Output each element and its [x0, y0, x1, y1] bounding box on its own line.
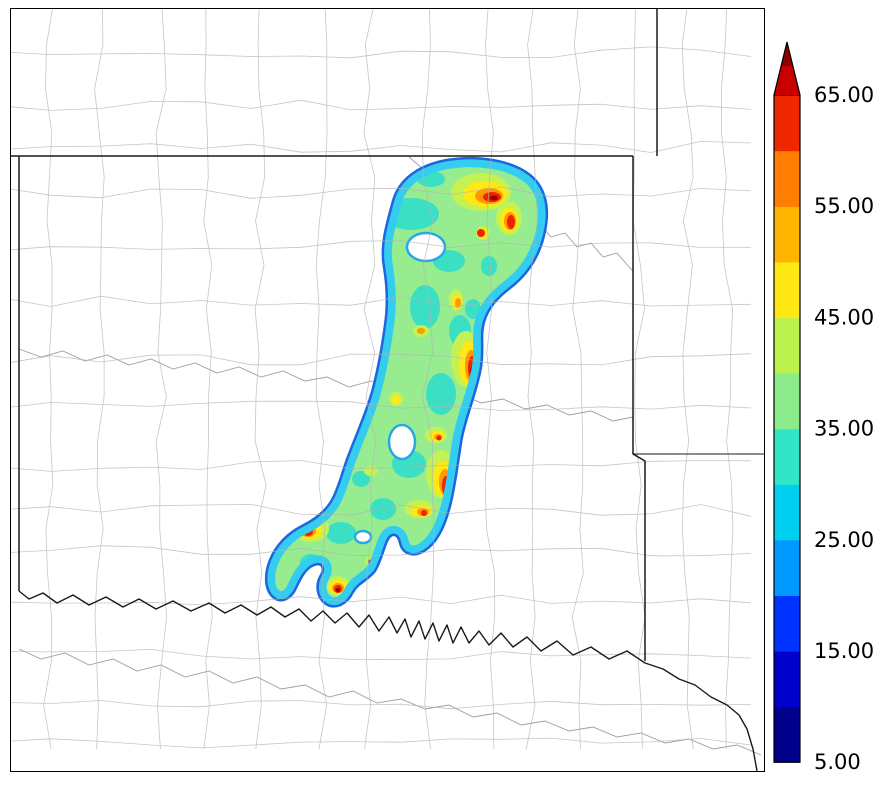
map-panel	[10, 8, 765, 772]
swath-blob-teal	[370, 498, 396, 520]
swath-hole	[353, 529, 373, 545]
colorbar: 65.00 55.00 45.00 35.00 25.00 15.00 5.00	[772, 36, 892, 784]
swath-blob-red	[436, 435, 442, 441]
colorbar-segment-25-30	[774, 484, 800, 541]
swath-blob-red	[477, 229, 485, 237]
colorbar-segment-30-35	[774, 428, 800, 485]
colorbar-segment-45-50	[774, 261, 800, 318]
county-line	[43, 9, 54, 750]
county-line	[720, 9, 734, 750]
county-boundaries	[11, 9, 752, 750]
swath-blob-teal	[481, 256, 497, 276]
swath-blob-teal	[326, 522, 356, 544]
county-line	[203, 9, 213, 750]
county-line	[11, 400, 752, 411]
state-border-oklahoma-east	[632, 156, 646, 661]
colorbar-segment-35-40	[774, 373, 800, 430]
colorbar-segment-40-45	[774, 317, 800, 374]
colorbar-segment-55-60	[774, 150, 800, 207]
swath-blob-dark_red	[336, 588, 340, 592]
county-line	[11, 545, 752, 557]
colorbar-segment-15-20	[774, 595, 800, 652]
state-boundaries	[11, 9, 764, 771]
county-line	[11, 737, 752, 749]
swath-hole	[387, 423, 417, 461]
colorbar-arrow-outline	[773, 41, 801, 96]
swath-blob-teal	[410, 285, 440, 329]
county-line	[11, 503, 752, 517]
county-line	[571, 9, 584, 750]
colorbar-over-arrow-tip	[781, 42, 793, 66]
county-line	[11, 295, 752, 308]
swath-blob-yellow_green	[364, 466, 378, 476]
county-line	[11, 99, 752, 111]
swath-holes	[353, 231, 447, 545]
colorbar-tick-label: 25.00	[814, 528, 874, 552]
colorbar-segment-10-15	[774, 651, 800, 708]
colorbar-tick-label: 15.00	[814, 639, 874, 663]
colorbar-segment-60-65	[774, 95, 800, 152]
swath-blob-orange	[417, 328, 425, 334]
map-figure	[11, 9, 764, 771]
river-texas	[18, 648, 762, 756]
swath-blob-yellow	[391, 396, 401, 404]
county-line	[11, 46, 752, 59]
swath-blob-red	[507, 215, 515, 229]
county-line	[484, 9, 496, 750]
swath-hole	[405, 231, 447, 263]
county-line	[11, 594, 752, 606]
swath-blob-teal	[352, 471, 370, 487]
swath-blob-dark_red	[490, 195, 498, 201]
county-line	[254, 9, 267, 750]
county-line	[94, 9, 105, 750]
colorbar-over-arrow	[774, 42, 800, 95]
colorbar-segment-5-10	[774, 706, 800, 763]
county-line	[11, 353, 752, 366]
colorbar-tick-label: 5.00	[814, 750, 861, 774]
colorbar-segment-20-25	[774, 539, 800, 596]
colorbar-tick-label: 65.00	[814, 83, 874, 107]
county-line	[525, 9, 538, 750]
county-line	[11, 700, 752, 710]
swath-blob-teal	[426, 373, 456, 415]
county-line	[363, 9, 376, 750]
colorbar-figure: 65.00 55.00 45.00 35.00 25.00 15.00 5.00	[773, 41, 874, 774]
river-canadian	[18, 348, 634, 422]
county-line	[11, 186, 752, 199]
reflectivity-swath	[264, 156, 549, 608]
county-line	[421, 9, 435, 750]
colorbar-tick-label: 55.00	[814, 194, 874, 218]
county-line	[315, 9, 328, 750]
county-line	[11, 460, 752, 472]
colorbar-tick-label: 45.00	[814, 305, 874, 329]
county-line	[11, 140, 752, 153]
red-river-border	[18, 590, 758, 771]
county-line	[632, 9, 646, 750]
county-line	[155, 9, 168, 750]
county-line	[11, 648, 752, 660]
colorbar-tick-label: 35.00	[814, 417, 874, 441]
swath-blob-red	[421, 510, 427, 516]
colorbar-segment-50-55	[774, 206, 800, 263]
county-line	[11, 240, 752, 251]
county-line	[681, 9, 694, 750]
